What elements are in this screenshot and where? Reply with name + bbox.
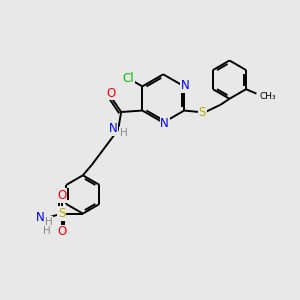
- Text: N: N: [181, 79, 190, 92]
- Text: N: N: [160, 117, 169, 130]
- Text: N: N: [36, 211, 45, 224]
- Text: H: H: [45, 217, 52, 227]
- Text: O: O: [57, 189, 66, 202]
- Text: CH₃: CH₃: [260, 92, 277, 101]
- Text: O: O: [57, 225, 66, 239]
- Text: S: S: [58, 207, 65, 220]
- Text: O: O: [106, 87, 116, 100]
- Text: N: N: [109, 122, 117, 135]
- Text: H: H: [43, 226, 51, 236]
- Text: Cl: Cl: [122, 72, 134, 85]
- Text: S: S: [199, 106, 206, 118]
- Text: H: H: [120, 128, 128, 138]
